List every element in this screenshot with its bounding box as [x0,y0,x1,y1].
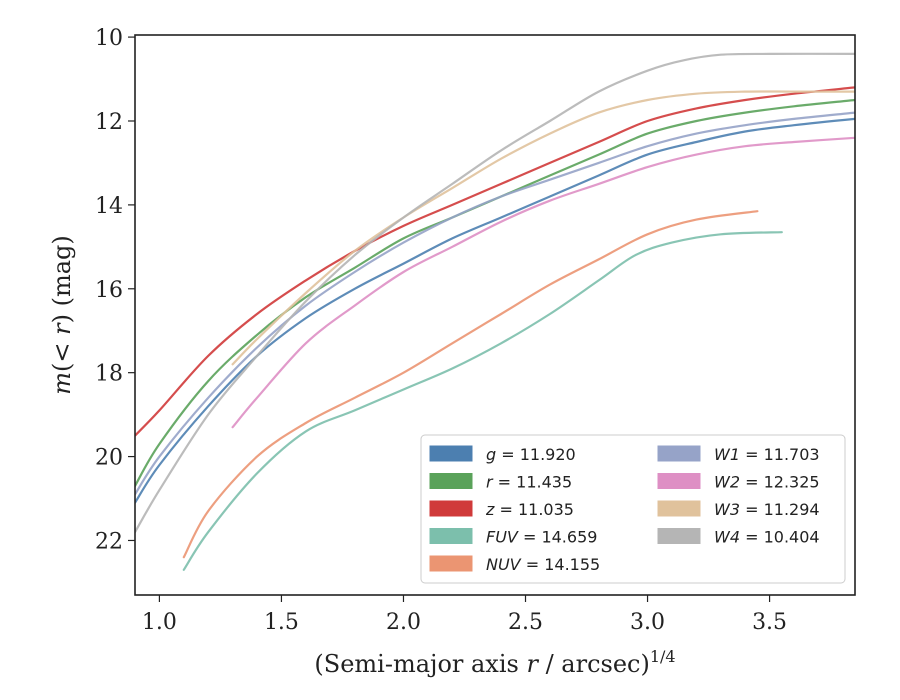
y-tick-label: 16 [95,278,123,303]
series-line-fuv [182,231,783,571]
legend-swatch-w4 [657,528,701,544]
legend-label-w3: W3 = 11.294 [714,500,820,519]
y-tick-label: 22 [95,529,123,554]
y-tick-label: 12 [95,110,123,135]
series-line-g [135,117,855,504]
legend-label-z: z = 11.035 [485,500,574,519]
y-tick-label: 18 [95,362,123,387]
x-tick-label: 1.0 [142,610,177,635]
legend-label-w1: W1 = 11.703 [714,445,820,464]
legend-label-nuv: NUV = 14.155 [486,555,600,574]
legend-swatch-g [429,445,473,462]
x-tick-label: 3.5 [752,610,787,635]
legend-label-g: g = 11.920 [486,445,576,464]
series-line-w2 [231,136,855,429]
series-line-w4 [135,52,855,534]
legend-swatch-nuv [429,555,473,572]
x-tick-label: 3.0 [630,610,665,635]
legend-label-fuv: FUV = 14.659 [486,528,597,547]
y-tick-label: 14 [95,194,123,219]
series-layer [135,52,855,571]
x-axis-label: (Semi-major axis r / arcsec)1/4 [314,647,675,678]
x-axis-ticks: 1.0 1.5 2.0 2.5 3.0 3.5 [142,595,787,635]
legend-swatch-fuv [429,528,473,544]
legend-swatch-z [429,500,473,517]
legend-label-w4: W4 = 10.404 [714,528,820,547]
y-axis-ticks: 10 12 14 16 18 20 22 [95,26,135,554]
legend-label-r: r = 11.435 [486,473,572,492]
series-line-r [135,98,855,487]
y-axis-label: m(< r) (mag) [48,235,76,395]
x-tick-label: 2.5 [508,610,543,635]
legend-label-w2: W2 = 12.325 [714,473,820,492]
series-line-z [135,86,855,437]
x-tick-label: 1.5 [264,610,299,635]
series-line-nuv [182,210,759,559]
plot-frame [134,34,856,596]
legend: g = 11.920 r = 11.435 z = 11.035 FUV = 14.6… [420,434,846,584]
y-tick-label: 20 [95,446,123,471]
x-tick-label: 2.0 [386,610,421,635]
legend-swatch-w1 [657,445,701,462]
y-tick-label: 10 [95,26,123,51]
legend-swatch-w3 [657,500,701,517]
series-line-w3 [231,90,855,366]
legend-box [420,434,846,584]
legend-swatch-w2 [657,473,701,489]
series-line-w1 [135,111,855,496]
legend-swatch-r [429,473,473,489]
